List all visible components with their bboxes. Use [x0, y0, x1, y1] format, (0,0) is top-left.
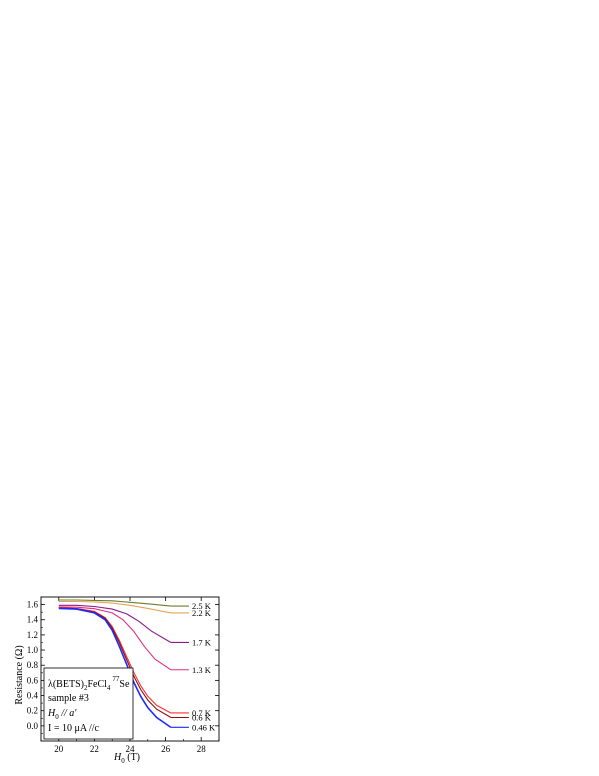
y-axis-label: Resistance (Ω) — [14, 645, 25, 704]
series-line-2-2-k — [58, 600, 172, 614]
series-line-0-46-k — [58, 607, 172, 729]
y-tick-label: 1.2 — [27, 630, 38, 640]
y-tick-label: 0.2 — [27, 706, 38, 716]
y-tick-label: 1.6 — [27, 600, 39, 610]
legend-label-0-7-k: 0.7 K — [192, 708, 212, 718]
series-lines — [58, 599, 172, 729]
inset-box: λ(BETS)2FeCl477Se sample #3 H0 // a' I =… — [43, 667, 134, 740]
y-tick-label: 1.4 — [27, 615, 39, 625]
series-line-0-7-k — [58, 607, 172, 714]
tick-labels: 20 22 24 26 28 0.0 0.2 0.4 0.6 0.8 1.0 1.2 1.4 1.6 — [27, 600, 206, 754]
inset-current: I = 10 μA //c — [48, 723, 100, 734]
y-tick-label: 0.0 — [27, 721, 39, 731]
x-tick-label: 20 — [54, 744, 64, 754]
y-tick-label: 1.0 — [27, 645, 39, 655]
legend-label-0-46-k: 0.46 K — [192, 722, 216, 732]
y-tick-label: 0.8 — [27, 660, 39, 670]
y-tick-label: 0.4 — [27, 691, 39, 701]
legend-label-2-5-k: 2.5 K — [192, 601, 212, 611]
x-axis-label: H0 (T) — [113, 752, 140, 765]
x-tick-label: 22 — [90, 744, 99, 754]
x-tick-label: 26 — [161, 744, 171, 754]
x-tick-label: 24 — [126, 744, 136, 754]
legend-label-1-7-k: 1.7 K — [192, 637, 212, 647]
legend-label-0-6-k: 0.6 K — [192, 713, 212, 723]
inset-sample: sample #3 — [48, 693, 89, 704]
legend-label-1-3-k: 1.3 K — [192, 665, 212, 675]
legend: 2.5 K2.2 K 1.7 K 1.3 K 0.7 K0.6 K0.46 K — [170, 601, 216, 732]
inset-compound: λ(BETS)2FeCl477Se — [48, 675, 130, 692]
series-line-2-5-k — [58, 599, 171, 607]
series-line-1-7-k — [58, 604, 172, 643]
legend-label-2-2-k: 2.2 K — [192, 608, 212, 618]
series-line-1-3-k — [58, 606, 172, 671]
y-tick-label: 0.6 — [27, 675, 39, 685]
x-tick-label: 28 — [197, 744, 207, 754]
inset-field-direction: H0 // a' — [47, 708, 77, 721]
